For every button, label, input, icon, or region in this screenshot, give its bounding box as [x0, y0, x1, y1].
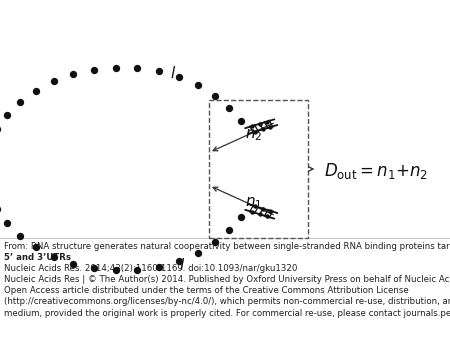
Text: (http://creativecommons.org/licenses/by-nc/4.0/), which permits non-commercial r: (http://creativecommons.org/licenses/by-…: [4, 297, 450, 307]
Point: [50, 79, 57, 84]
Text: 5’ and 3’UTRs: 5’ and 3’UTRs: [4, 253, 72, 262]
Text: $D_\mathrm{out}{=}n_1{+}n_2$: $D_\mathrm{out}{=}n_1{+}n_2$: [324, 161, 428, 181]
Point: [256, 121, 263, 126]
Point: [176, 258, 183, 264]
Text: $n_1$: $n_1$: [245, 195, 263, 211]
Point: [249, 123, 256, 129]
Point: [259, 206, 266, 211]
Point: [50, 254, 57, 259]
Point: [176, 74, 183, 80]
Point: [0, 127, 1, 132]
Point: [17, 99, 24, 104]
Text: From: RNA structure generates natural cooperativity between single-stranded RNA : From: RNA structure generates natural co…: [4, 242, 450, 251]
Text: $n_2$: $n_2$: [245, 127, 263, 143]
Point: [112, 268, 119, 273]
Point: [70, 261, 77, 266]
Point: [259, 127, 266, 132]
Point: [17, 234, 24, 239]
Point: [90, 67, 98, 72]
Point: [263, 214, 270, 219]
Point: [266, 124, 274, 130]
Text: medium, provided the original work is properly cited. For commercial re-use, ple: medium, provided the original work is pr…: [4, 309, 450, 318]
Point: [252, 204, 259, 209]
Point: [237, 214, 244, 219]
Point: [263, 119, 270, 124]
Point: [90, 266, 98, 271]
Point: [249, 209, 256, 215]
Point: [256, 212, 263, 217]
Point: [211, 240, 218, 245]
Point: [0, 206, 1, 211]
Text: Nucleic Acids Res. 2014;43(2):1160-1169. doi:10.1093/nar/gku1320: Nucleic Acids Res. 2014;43(2):1160-1169.…: [4, 264, 298, 273]
Point: [4, 112, 11, 118]
Point: [225, 227, 233, 233]
Point: [70, 72, 77, 77]
Point: [266, 208, 274, 214]
Text: $l$: $l$: [179, 257, 185, 273]
Text: Open Access article distributed under the terms of the Creative Commons Attribut: Open Access article distributed under th…: [4, 286, 409, 295]
Point: [194, 250, 201, 256]
Point: [134, 66, 141, 71]
Point: [237, 119, 244, 124]
Point: [155, 264, 162, 269]
Point: [4, 220, 11, 226]
Text: $l$: $l$: [170, 65, 176, 81]
Point: [155, 69, 162, 74]
Point: [211, 93, 218, 98]
Point: [225, 105, 233, 111]
Bar: [209, 100, 308, 238]
Point: [32, 88, 40, 93]
Text: Nucleic Acids Res | © The Author(s) 2014. Published by Oxford University Press o: Nucleic Acids Res | © The Author(s) 2014…: [4, 275, 450, 284]
Point: [112, 65, 119, 70]
Point: [252, 129, 259, 134]
Point: [194, 82, 201, 88]
Point: [134, 267, 141, 272]
Point: [32, 245, 40, 250]
